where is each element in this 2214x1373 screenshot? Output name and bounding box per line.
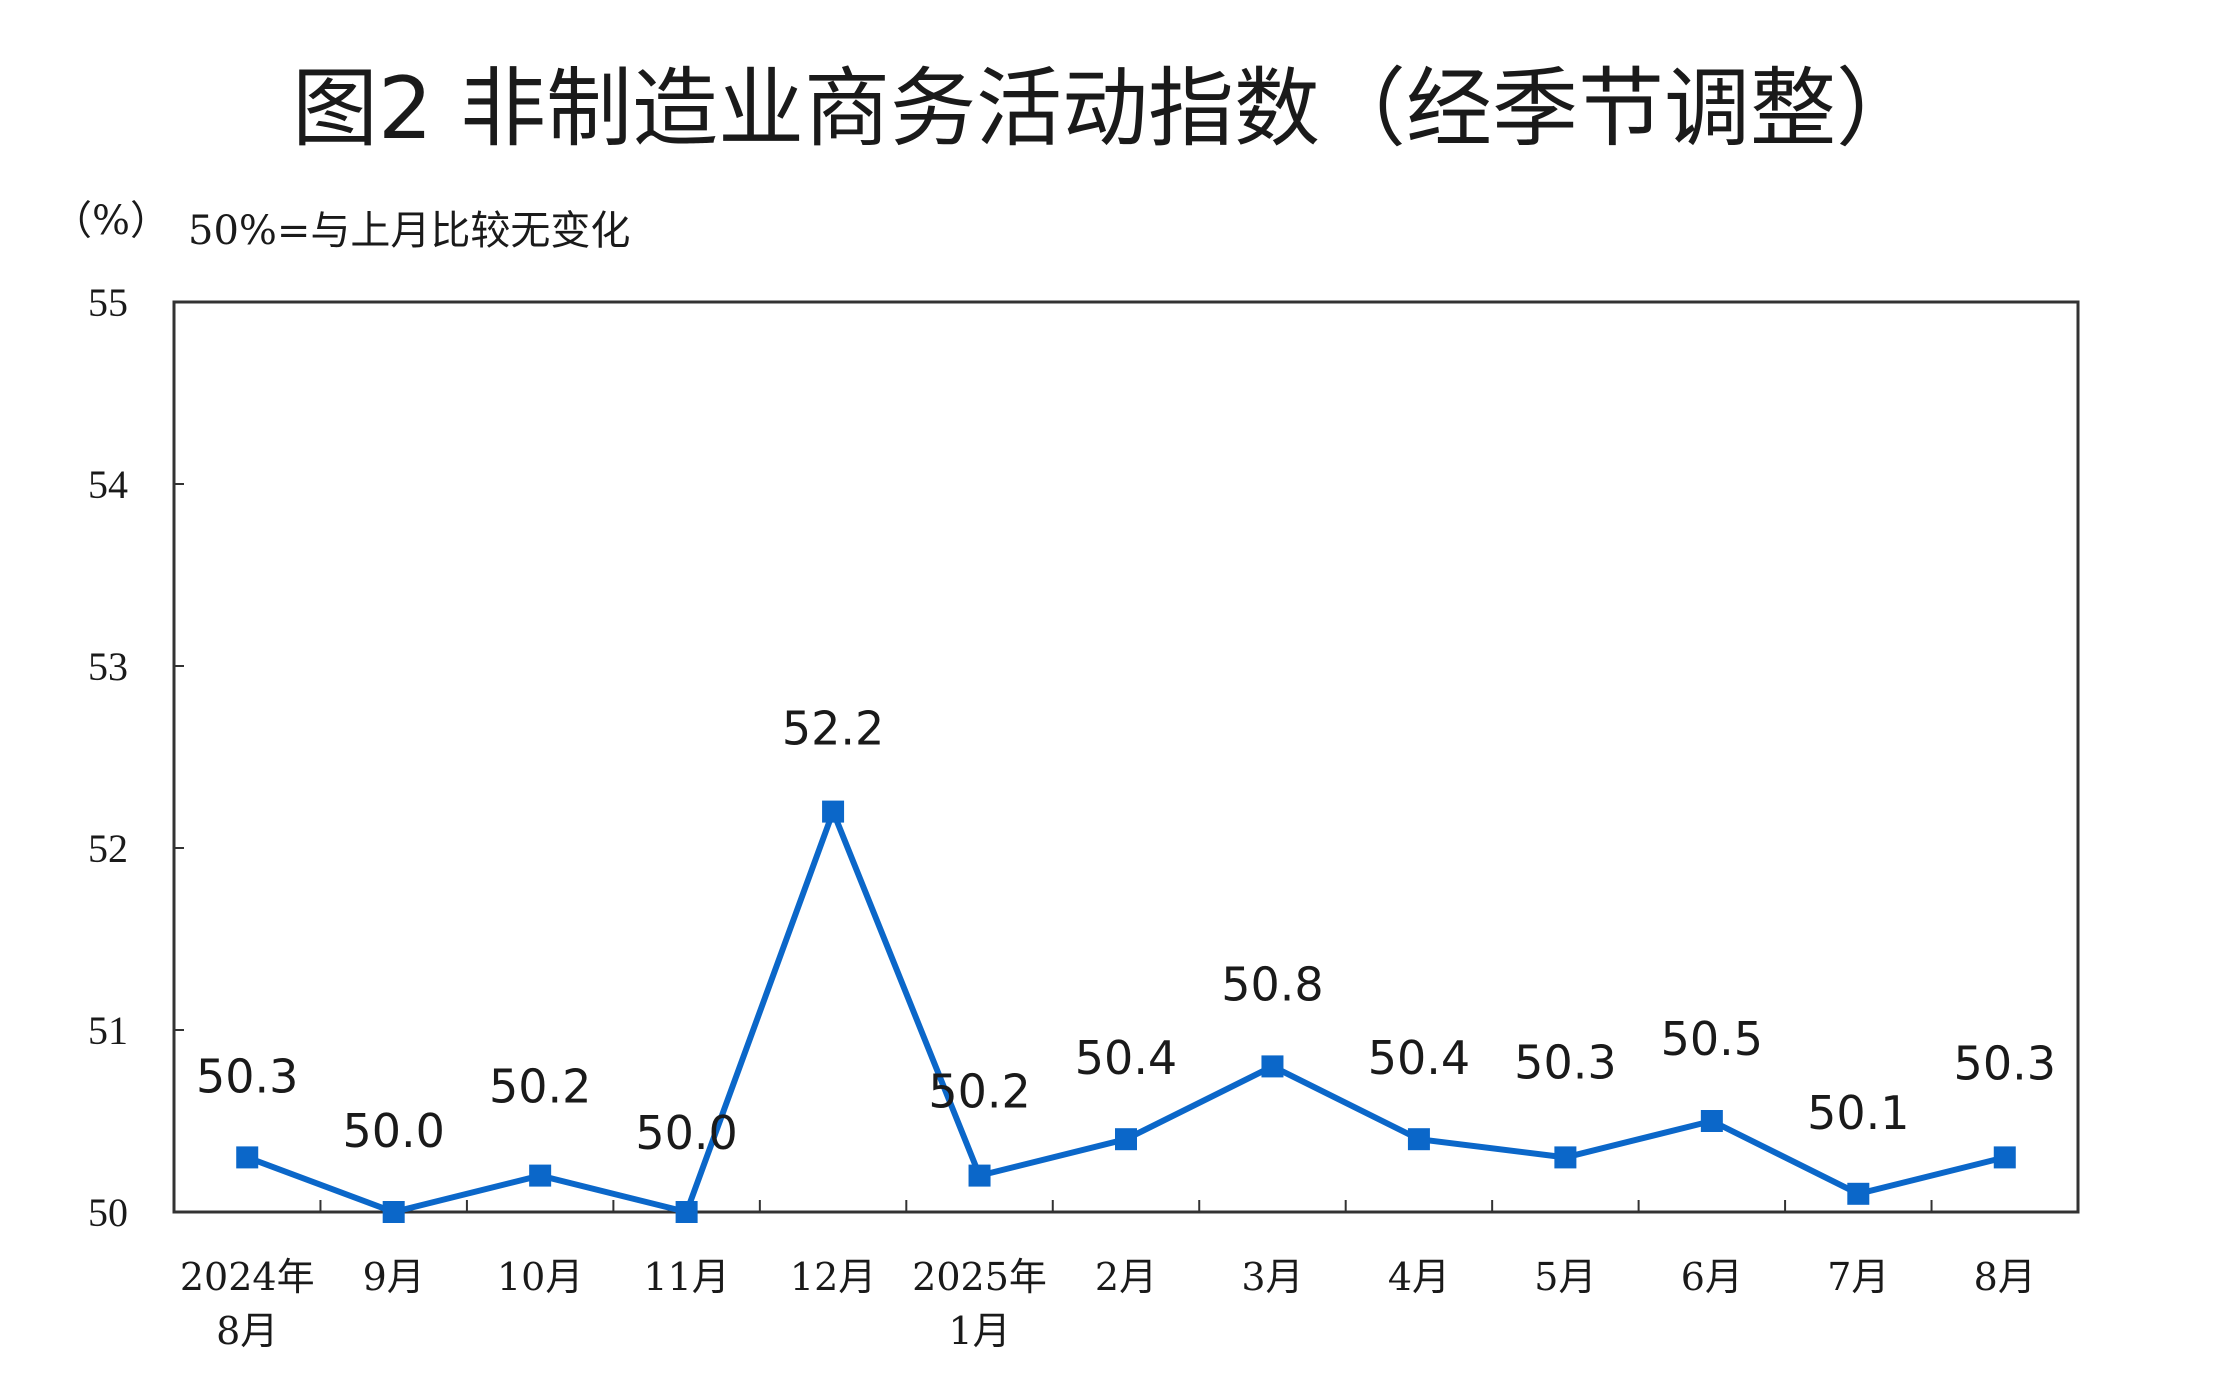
data-label: 50.0 — [342, 1104, 444, 1158]
data-point — [675, 1201, 698, 1223]
x-tick-label: 2024年 8月 — [180, 1255, 315, 1353]
y-tick-label: 51 — [88, 1008, 128, 1053]
data-point — [1993, 1146, 2016, 1169]
data-point — [1115, 1128, 1137, 1151]
baseline-note: 50%=与上月比较无变化 — [188, 208, 630, 254]
data-label: 50.3 — [196, 1049, 298, 1103]
data-point — [236, 1146, 259, 1169]
x-tick-label: 6月 — [1681, 1255, 1743, 1299]
chart-title: 图2 非制造业商务活动指数（经季节调整） — [292, 59, 1922, 159]
data-label: 50.5 — [1661, 1012, 1763, 1066]
y-tick-label: 53 — [88, 644, 128, 689]
x-tick-label: 5月 — [1534, 1255, 1596, 1299]
data-label: 50.4 — [1075, 1031, 1177, 1085]
y-tick-label: 52 — [88, 826, 128, 871]
data-label: 50.2 — [489, 1060, 591, 1114]
x-tick-label: 4月 — [1388, 1255, 1450, 1299]
y-tick-label: 54 — [88, 462, 128, 507]
x-tick-label: 11月 — [643, 1255, 729, 1299]
data-point — [822, 800, 845, 823]
data-point — [968, 1164, 991, 1187]
x-tick-label: 10月 — [497, 1255, 583, 1299]
plot-frame — [172, 300, 2080, 1214]
x-tick-label: 12月 — [790, 1255, 876, 1299]
data-point — [382, 1201, 405, 1223]
y-unit-label: （%） — [52, 198, 170, 244]
data-label: 50.8 — [1221, 957, 1323, 1011]
data-label: 50.2 — [928, 1065, 1030, 1119]
x-tick-label: 7月 — [1827, 1255, 1889, 1299]
data-point — [1847, 1182, 1870, 1205]
data-label: 50.0 — [635, 1106, 737, 1160]
data-label: 52.2 — [782, 702, 884, 756]
x-tick-label: 8月 — [1974, 1255, 2036, 1299]
data-label: 50.4 — [1368, 1031, 1470, 1085]
data-label: 50.3 — [1514, 1035, 1616, 1089]
data-label: 50.3 — [1954, 1036, 2056, 1090]
data-point — [1261, 1055, 1284, 1078]
data-point — [1554, 1146, 1577, 1169]
data-point — [1700, 1110, 1723, 1132]
x-tick-label: 9月 — [363, 1255, 425, 1299]
data-point — [1407, 1128, 1430, 1151]
x-tick-label: 2025年 1月 — [912, 1255, 1047, 1353]
y-tick-label: 50 — [88, 1190, 128, 1235]
x-tick-label: 2月 — [1095, 1255, 1157, 1299]
data-label: 50.1 — [1807, 1086, 1909, 1140]
x-tick-label: 3月 — [1241, 1255, 1303, 1299]
data-point — [529, 1164, 552, 1187]
y-tick-label: 55 — [88, 280, 128, 325]
